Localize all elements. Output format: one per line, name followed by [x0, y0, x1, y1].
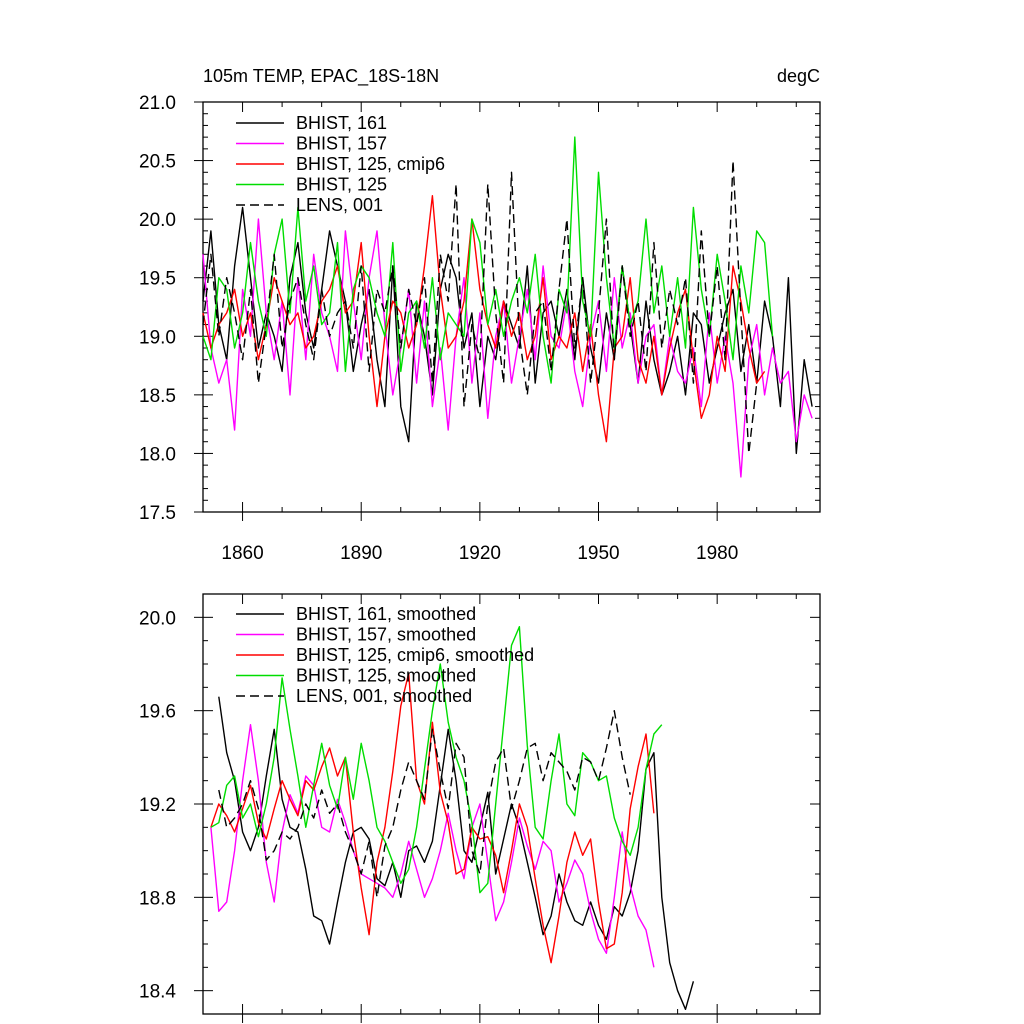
legend-label: BHIST, 161: [296, 113, 387, 133]
legend-label: BHIST, 125, smoothed: [296, 666, 476, 686]
y-tick-label: 18.0: [139, 444, 176, 465]
y-tick-label: 18.8: [139, 888, 176, 909]
x-tick-label: 1860: [221, 543, 263, 564]
temperature-chart-smoothed: 18.4 18.8 19.2 19.6 20.0 BHIST, 161, smoothe…: [139, 593, 821, 1023]
temperature-chart-top: 105m TEMP, EPAC_18S-18N degC 1860 1890 192…: [139, 66, 821, 564]
series-line-bhist-157-smoothed: [210, 724, 655, 968]
legend-label: BHIST, 125: [296, 175, 387, 195]
x-tick-label: 1980: [696, 543, 738, 564]
y-tick-label: 19.2: [139, 795, 176, 816]
legend-label: BHIST, 125, cmip6, smoothed: [296, 645, 534, 665]
y-tick-label: 20.5: [139, 152, 176, 173]
y-tick-label: 19.0: [139, 327, 176, 348]
series-line-bhist-161: [202, 206, 813, 455]
legend-label: LENS, 001: [296, 195, 383, 215]
y-tick-label: 21.0: [139, 93, 176, 114]
x-tick-label: 1920: [459, 543, 501, 564]
series-line-bhist-161-smoothed: [218, 696, 695, 1010]
legend-label: BHIST, 125, cmip6: [296, 154, 445, 174]
y-tick-label: 19.6: [139, 702, 176, 723]
axes: 18.4 18.8 19.2 19.6 20.0: [139, 593, 820, 1023]
x-tick-label: 1890: [340, 543, 382, 564]
chart-title: 105m TEMP, EPAC_18S-18N: [203, 66, 439, 87]
axes: 1860 1890 1920 1950 1980 17.5 18.0 18.5 19.0 19.5…: [139, 93, 820, 564]
legend-label: BHIST, 157: [296, 134, 387, 154]
series-line-bhist-125: [202, 136, 774, 384]
y-tick-label: 19.5: [139, 269, 176, 290]
legend-label: BHIST, 161, smoothed: [296, 604, 476, 624]
series-line-bhist-125-smoothed: [210, 626, 663, 894]
units-label: degC: [777, 66, 820, 86]
y-tick-label: 17.5: [139, 503, 176, 524]
series-line-bhist-125-cmip6-smoothed: [210, 672, 655, 964]
x-tick-label: 1950: [577, 543, 619, 564]
legend-label: BHIST, 157, smoothed: [296, 625, 476, 645]
series-line-lens-001: [202, 159, 758, 455]
plot-frame: [202, 101, 821, 513]
y-tick-label: 20.0: [139, 210, 176, 231]
y-tick-label: 20.0: [139, 608, 176, 629]
y-tick-label: 18.5: [139, 386, 176, 407]
y-tick-label: 18.4: [139, 982, 176, 1003]
series-group: [210, 626, 695, 1010]
legend-label: LENS, 001, smoothed: [296, 686, 472, 706]
series-line-lens-001-smoothed: [218, 710, 631, 898]
series-line-bhist-125-cmip6: [202, 194, 766, 443]
series-group: [202, 136, 813, 478]
